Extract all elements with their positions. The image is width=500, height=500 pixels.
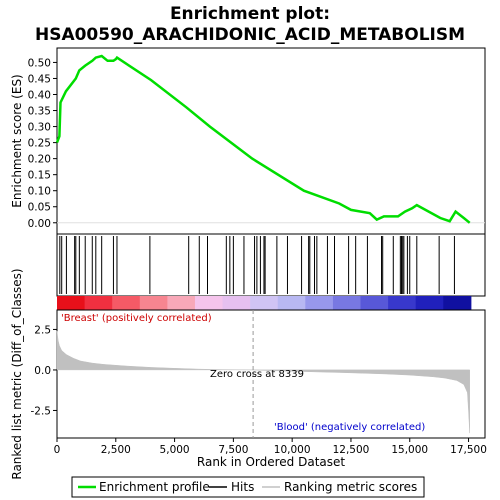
color-bar-segment — [57, 296, 86, 310]
color-bar-segment — [167, 296, 196, 310]
color-bar-segment — [360, 296, 389, 310]
metric-y-tick-label: 2.5 — [34, 324, 51, 336]
negative-label: 'Blood' (negatively correlated) — [274, 422, 425, 433]
es-y-tick-label: 0.25 — [28, 138, 51, 150]
es-y-tick-label: 0.30 — [28, 122, 51, 134]
es-y-tick-label: 0.45 — [28, 73, 51, 85]
x-tick-label: 12,500 — [333, 444, 370, 456]
color-bar-segment — [250, 296, 279, 310]
es-y-tick-label: 0.40 — [28, 90, 51, 102]
ranking-color-bar — [57, 296, 472, 310]
color-bar-segment — [222, 296, 251, 310]
chart-title-line1: Enrichment plot: — [170, 4, 330, 24]
metric-y-tick-label: -2.5 — [31, 405, 52, 417]
x-tick-label: 7,500 — [218, 444, 248, 456]
hits-panel-frame — [56, 233, 486, 297]
es-y-axis: 0.50 0.45 0.40 0.35 0.30 0.25 0.20 0.15 0.10 0.05… — [28, 57, 57, 230]
es-y-axis-label: Enrichment score (ES) — [10, 74, 24, 207]
x-tick-label: 2,500 — [101, 444, 131, 456]
enrichment-profile-line — [55, 54, 471, 224]
es-plot-frame — [56, 47, 486, 235]
color-bar-segment — [388, 296, 417, 310]
chart-title-line2: HSA00590_ARACHIDONIC_ACID_METABOLISM — [35, 25, 465, 45]
legend-metric-label: Ranking metric scores — [284, 480, 417, 494]
zero-cross-label: Zero cross at 8339 — [210, 369, 304, 380]
color-bar-segment — [305, 296, 334, 310]
legend-box — [71, 476, 425, 498]
x-axis: 0 2,500 5,000 7,500 10,000 12,500 15,000 17,500 — [54, 438, 487, 456]
es-y-tick-label: 0.50 — [28, 57, 51, 69]
legend-hits-label: Hits — [231, 480, 254, 494]
x-tick-label: 10,000 — [274, 444, 311, 456]
color-bar-segment — [84, 296, 113, 310]
es-y-tick-label: 0.35 — [28, 106, 51, 118]
metric-y-axis-label: Ranked list metric (Diff_of_Classes) — [10, 268, 24, 479]
es-y-tick-label: 0.15 — [28, 170, 51, 182]
x-tick-label: 0 — [54, 444, 61, 456]
metric-y-axis: 2.5 0.0 -2.5 — [31, 324, 57, 417]
metric-y-tick-label: 0.0 — [34, 365, 51, 377]
x-tick-label: 15,000 — [391, 444, 428, 456]
positive-label: 'Breast' (positively correlated) — [61, 313, 212, 324]
hits-markers — [59, 236, 455, 294]
x-tick-label: 5,000 — [160, 444, 190, 456]
es-y-tick-label: 0.05 — [28, 202, 51, 214]
color-bar-segment — [194, 296, 224, 310]
color-bar-segment — [139, 296, 168, 310]
ranking-metric-area — [56, 331, 470, 434]
color-bar-segment — [277, 296, 306, 310]
es-y-tick-label: 0.10 — [28, 186, 51, 198]
es-y-tick-label: 0.00 — [28, 218, 51, 230]
color-bar-segment — [415, 296, 444, 310]
color-bar-segment — [112, 296, 141, 310]
color-bar-segment — [332, 296, 362, 310]
x-tick-label: 17,500 — [450, 444, 487, 456]
es-y-tick-label: 0.20 — [28, 154, 51, 166]
color-bar-segment — [443, 296, 472, 310]
x-axis-label: Rank in Ordered Dataset — [197, 455, 345, 469]
legend-enrichment-label: Enrichment profile — [99, 480, 210, 494]
